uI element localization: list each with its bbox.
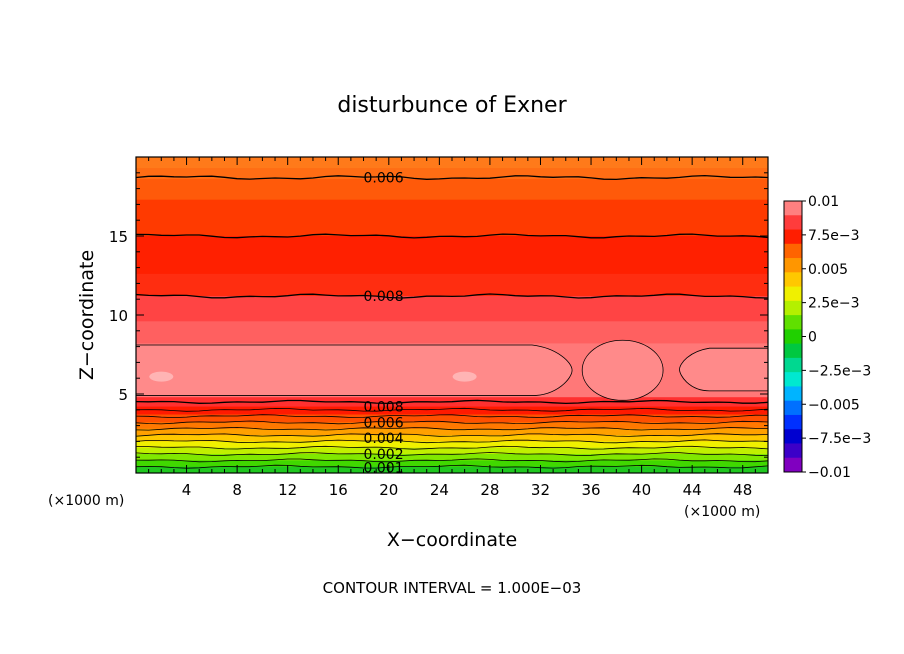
contour-band-17 [136, 454, 768, 461]
contour-line-12 [136, 458, 768, 463]
contour-band-18 [136, 460, 768, 468]
x-tick-label-9: 40 [632, 481, 651, 499]
colorbar-segment-1 [784, 215, 802, 231]
contour-band-4 [136, 236, 768, 275]
contour-line-1 [136, 233, 768, 239]
contour-band-0 [136, 157, 768, 169]
colorbar-label-8: −0.01 [808, 465, 851, 481]
colorbar: 0.01 7.5e−3 0.005 2.5e−3 0 −2.5e−3 −0.005 −7.5e… [783, 194, 871, 481]
contour-line-7 [136, 426, 768, 431]
max-region-2 [679, 347, 768, 392]
colorbar-segment-6 [784, 286, 802, 302]
colorbar-segment-11 [784, 357, 802, 373]
colorbar-segment-14 [784, 400, 802, 416]
contour-label-6: 0.001 [364, 460, 404, 476]
colorbar-segment-16 [784, 429, 802, 444]
x-tick-label-2: 12 [278, 481, 297, 499]
x-tick-label-10: 44 [683, 481, 702, 499]
x-tick-label-8: 36 [581, 481, 600, 499]
colorbar-segment-7 [784, 300, 802, 316]
colorbar-label-4: 0 [808, 330, 817, 346]
contour-band-6 [136, 296, 768, 322]
colorbar-segment-12 [784, 372, 802, 387]
x-tick-label-1: 8 [232, 481, 242, 499]
contour-label-2: 0.008 [364, 400, 404, 416]
contour-field [136, 157, 768, 473]
x-unit-label: (×1000 m) [684, 504, 760, 520]
colorbar-segment-18 [784, 457, 802, 473]
colorbar-segment-2 [784, 229, 802, 245]
x-tick-label-4: 20 [379, 481, 398, 499]
contour-line-3 [136, 399, 768, 405]
colorbar-segment-5 [784, 272, 802, 288]
contour-band-12 [136, 422, 768, 430]
contour-label-5: 0.002 [364, 447, 404, 463]
contour-line-9 [136, 439, 768, 444]
colorbar-label-6: −0.005 [808, 397, 860, 413]
chart-title: disturbunce of Exner [337, 93, 567, 118]
y-axis-label: Z−coordinate [76, 250, 98, 380]
contour-band-15 [136, 441, 768, 449]
y-tick-label-2: 15 [109, 228, 128, 246]
x-tick-label-5: 24 [430, 481, 449, 499]
contour-label-4: 0.004 [364, 431, 404, 447]
contour-line-0 [136, 174, 768, 181]
contour-line-2 [136, 293, 768, 299]
contour-line-4 [136, 407, 768, 412]
max-region-1 [581, 339, 664, 401]
contour-label-1: 0.008 [364, 289, 404, 305]
x-tick-label-0: 4 [182, 481, 192, 499]
contour-line-5 [136, 414, 768, 419]
colorbar-segment-0 [784, 201, 802, 216]
highlight-blob-1 [452, 371, 477, 382]
y-unit-label: (×1000 m) [48, 493, 124, 509]
contour-band-16 [136, 447, 768, 455]
x-tick-label-7: 32 [531, 481, 550, 499]
contour-band-2 [136, 179, 768, 201]
highlight-blob-0 [149, 371, 174, 382]
colorbar-label-7: −7.5e−3 [808, 431, 871, 447]
contour-band-11 [136, 414, 768, 423]
x-axis-label: X−coordinate [387, 529, 517, 551]
y-tick-label-0: 5 [118, 386, 128, 404]
x-tick-label-6: 28 [480, 481, 499, 499]
colorbar-segment-17 [784, 443, 802, 459]
contour-band-7 [136, 321, 768, 344]
y-tick-label-1: 10 [109, 307, 128, 325]
contour-band-14 [136, 435, 768, 442]
colorbar-segment-8 [784, 315, 802, 330]
colorbar-segment-10 [784, 343, 802, 359]
contour-band-10 [136, 406, 768, 416]
x-tick-label-11: 48 [733, 481, 752, 499]
contour-lines [136, 174, 768, 469]
x-tick-label-3: 16 [329, 481, 348, 499]
contour-line-11 [136, 452, 768, 456]
y-axis: 5 10 15 [109, 172, 768, 458]
colorbar-segment-3 [784, 243, 802, 259]
colorbar-label-3: 2.5e−3 [808, 296, 860, 312]
contour-band-1 [136, 168, 768, 180]
colorbar-segment-9 [784, 329, 802, 345]
colorbar-label-5: −2.5e−3 [808, 363, 871, 379]
contour-line-8 [136, 433, 768, 437]
contour-band-3 [136, 199, 768, 237]
colorbar-segment-4 [784, 258, 802, 273]
colorbar-label-0: 0.01 [808, 194, 839, 210]
contour-label-0: 0.006 [364, 171, 404, 187]
contour-label-3: 0.006 [364, 415, 404, 431]
contour-line-6 [136, 420, 768, 425]
contour-band-13 [136, 428, 768, 436]
contour-line-10 [136, 445, 768, 450]
colorbar-label-1: 7.5e−3 [808, 228, 860, 244]
max-region-0 [136, 344, 573, 396]
contour-band-5 [136, 273, 768, 297]
colorbar-label-2: 0.005 [808, 262, 848, 278]
colorbar-segment-15 [784, 414, 802, 430]
colorbar-segment-13 [784, 386, 802, 402]
x-axis: 4 8 12 16 20 24 28 32 36 40 44 48 [148, 157, 756, 499]
contour-interval: CONTOUR INTERVAL = 1.000E−03 [323, 579, 582, 597]
contour-line-13 [136, 464, 768, 469]
